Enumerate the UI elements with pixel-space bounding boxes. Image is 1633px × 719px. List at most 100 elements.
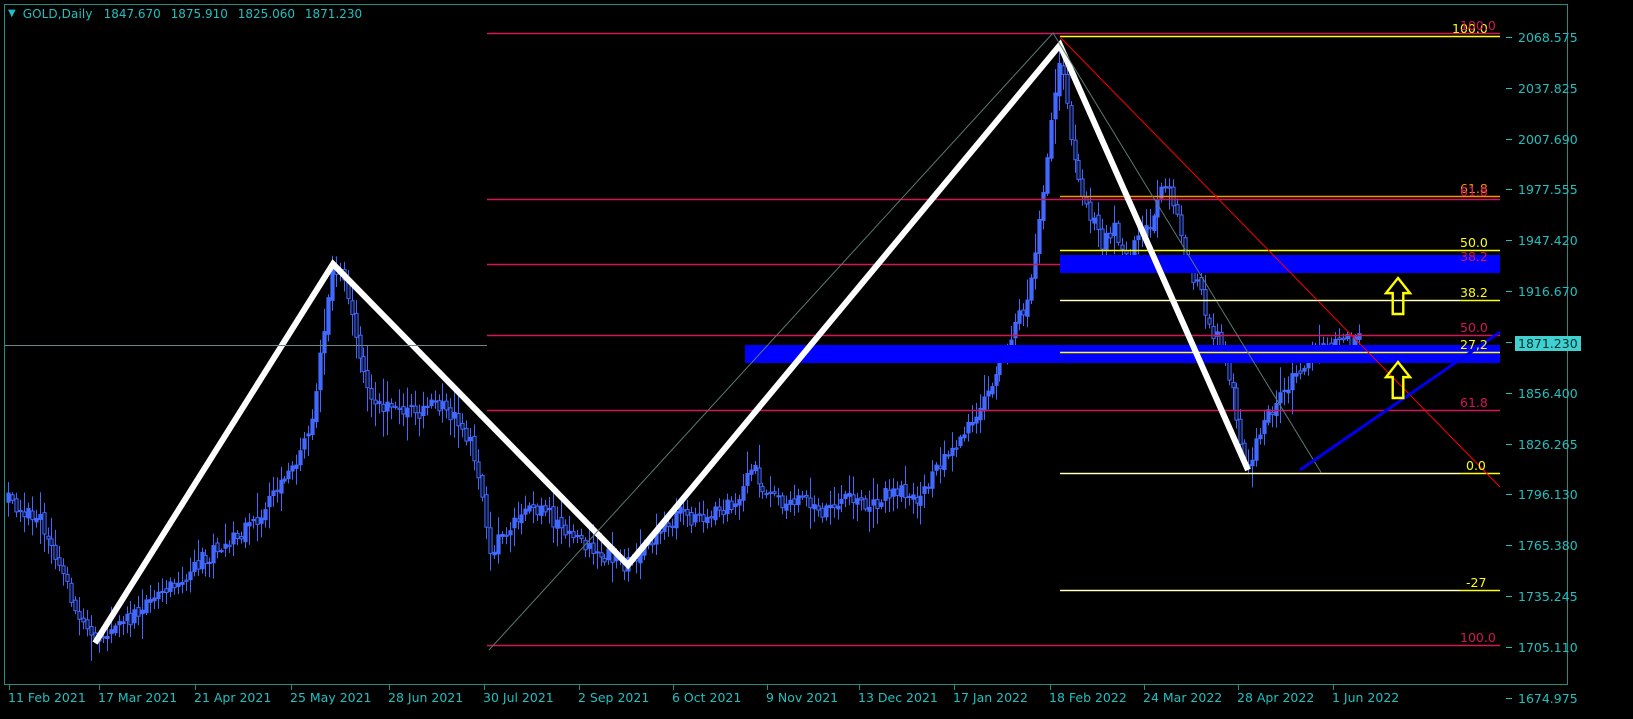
fib-label-27,2: 27,2 (1460, 337, 1488, 352)
candle-body (1282, 389, 1287, 392)
candle-body (1076, 160, 1081, 180)
candle-body (760, 485, 765, 493)
price-tick: 1796.130 (1518, 487, 1578, 502)
candle-body (733, 503, 738, 507)
candle-body (1092, 217, 1097, 224)
candle-body (381, 403, 386, 412)
buy-arrow-lower (1383, 360, 1413, 400)
price-scale[interactable]: 2068.575 2037.825 2007.690 1977.555 1947.420… (1506, 4, 1633, 705)
price-tick-mark (1506, 37, 1512, 38)
time-scale[interactable]: 11 Feb 2021 17 Mar 2021 21 Apr 2021 25 May … (0, 684, 1633, 719)
candle-body (768, 491, 773, 494)
candle-body (223, 543, 228, 549)
price-tick: 1916.670 (1518, 284, 1578, 299)
candle-body (1073, 139, 1078, 161)
price-tick-mark (1506, 189, 1512, 190)
candle-body (282, 478, 287, 482)
candle-body (243, 522, 248, 543)
candle-body (859, 497, 864, 501)
candle-body (1234, 387, 1239, 421)
candle-body (721, 510, 726, 516)
candle-body (1069, 105, 1074, 141)
candle-body (1215, 331, 1220, 337)
candle-body (310, 418, 315, 436)
candle-body (587, 543, 592, 549)
candle-body (279, 479, 284, 494)
candle-body (800, 495, 805, 498)
candle-body (1203, 289, 1208, 316)
candle-body (808, 497, 813, 509)
candle-body (982, 396, 987, 412)
candle-body (38, 514, 43, 520)
candle-body (1045, 157, 1050, 194)
candle-body (606, 548, 611, 561)
trendline-overlays (5, 32, 1501, 651)
candle-body (484, 494, 489, 528)
candle-body (148, 599, 153, 603)
fib-label-crimson-61.8: 61.8 (1460, 184, 1488, 199)
candle-body (369, 388, 374, 400)
candle-body (358, 334, 363, 359)
candle-body (729, 500, 734, 511)
price-tick: 1674.975 (1518, 691, 1578, 706)
price-tick-mark (1506, 342, 1512, 343)
candle-body (425, 405, 430, 408)
candle-body (1152, 215, 1157, 231)
candle-body (567, 530, 572, 534)
candle-body (275, 489, 280, 492)
candle-body (140, 609, 145, 615)
candle-body (1100, 228, 1105, 250)
candle-body (1112, 222, 1117, 236)
candle-body (1108, 232, 1113, 239)
upper-supply-zone (1060, 255, 1500, 273)
date-tick: 30 Jul 2021 (483, 690, 554, 705)
fib-label--27: -27 (1466, 575, 1487, 590)
candle-body (926, 486, 931, 489)
candle-body (152, 597, 157, 602)
candle-body (203, 554, 208, 565)
candle-body (689, 512, 694, 526)
price-tick: 2037.825 (1518, 81, 1578, 96)
candle-body (903, 484, 908, 499)
candle-body (1061, 65, 1066, 75)
candle-body (105, 636, 110, 639)
candle-body (966, 421, 971, 434)
candle-body (247, 522, 252, 527)
fib-label-crimson-100.0: 100.0 (1460, 18, 1496, 33)
candle-body (290, 465, 295, 472)
candle-body (330, 266, 335, 301)
candle-body (26, 507, 31, 519)
candle-body (298, 450, 303, 466)
candle-body (500, 533, 505, 537)
candle-body (784, 503, 789, 511)
candle-body (950, 447, 955, 456)
price-tick: 1856.400 (1518, 386, 1578, 401)
candle-body (81, 617, 86, 623)
candle-body (1357, 333, 1362, 340)
candle-body (184, 579, 189, 582)
candle-body (1254, 438, 1259, 461)
candle-body (899, 485, 904, 498)
candle-body (496, 534, 501, 555)
candle-body (883, 488, 888, 501)
candle-body (954, 447, 959, 450)
candle-body (1333, 338, 1338, 347)
candle-body (429, 399, 434, 407)
date-tick: 13 Dec 2021 (858, 690, 938, 705)
candle-body (1302, 368, 1307, 372)
candle-body (535, 505, 540, 516)
candle-body (468, 436, 473, 442)
candle-body (887, 489, 892, 499)
date-tick-mark (484, 684, 485, 690)
triangle-down-icon[interactable]: ▼ (8, 8, 16, 19)
candle-body (46, 535, 51, 540)
date-tick: 17 Mar 2021 (98, 690, 178, 705)
candle-body (879, 502, 884, 507)
price-tick: 1705.110 (1518, 640, 1578, 655)
candle-body (421, 405, 426, 416)
candle-body (89, 626, 94, 636)
candle-body (136, 606, 141, 617)
candle-body (1148, 227, 1153, 230)
candle-body (816, 505, 821, 511)
candle-body (1270, 411, 1275, 415)
